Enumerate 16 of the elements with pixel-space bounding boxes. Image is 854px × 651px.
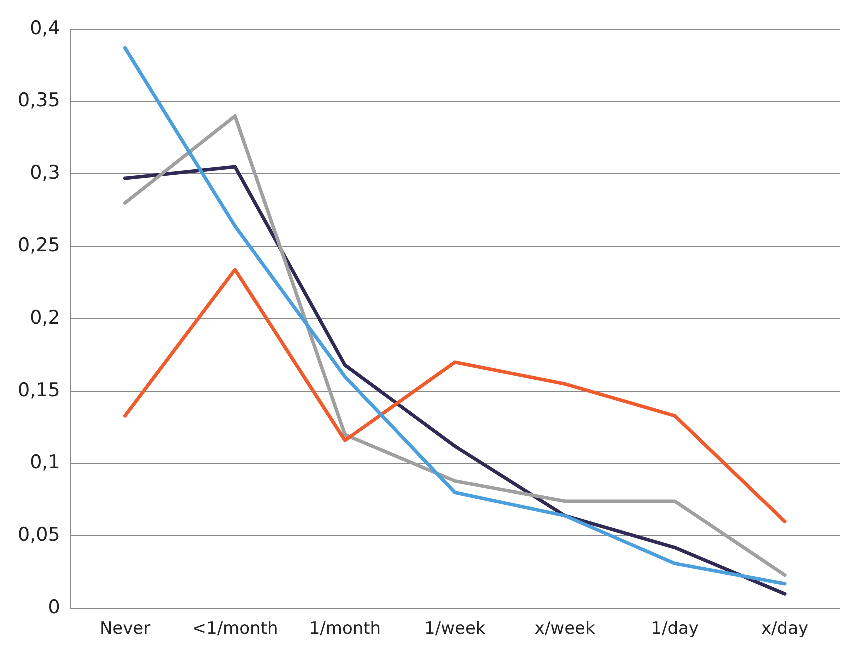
x-tick-label: 1/month <box>309 619 382 640</box>
y-tick-label: 0 <box>48 596 60 619</box>
x-tick-label: <1/month <box>192 619 278 640</box>
y-tick-label: 0,35 <box>18 90 60 112</box>
x-tick-label: 1/day <box>651 619 699 640</box>
x-tick-label: x/week <box>534 619 596 640</box>
y-tick-label: 0,4 <box>30 17 60 40</box>
y-tick-label: 0,25 <box>18 234 60 257</box>
y-tick-label: 0,05 <box>18 524 60 546</box>
x-tick-label: x/day <box>761 619 809 640</box>
x-tick-label: Never <box>100 619 151 640</box>
y-tick-label: 0,2 <box>30 306 60 329</box>
y-tick-label: 0,15 <box>18 379 60 402</box>
y-tick-label: 0,1 <box>30 452 60 474</box>
x-tick-label: 1/week <box>424 619 486 640</box>
y-tick-label: 0,3 <box>30 162 60 184</box>
